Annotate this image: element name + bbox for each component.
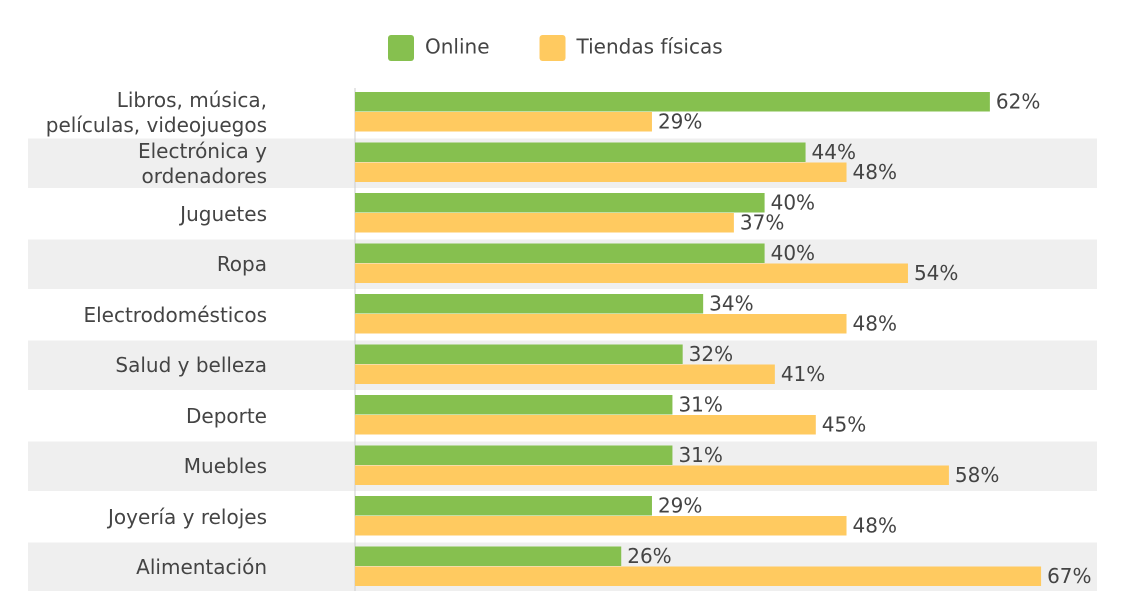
legend-swatch [539,35,566,61]
category-label: Electrónica y ordenadores [137,138,267,188]
bar [355,395,673,415]
value-label: 40% [771,241,815,265]
bar [355,496,652,516]
bar [355,364,775,384]
value-label: 54% [914,261,958,285]
bar [355,445,673,465]
value-label: 37% [740,210,784,234]
bar [355,465,949,485]
value-label: 67% [1047,564,1091,588]
value-label: 32% [689,342,733,366]
bar [355,546,622,566]
value-label: 29% [658,109,702,133]
value-label: 40% [771,190,815,214]
bar [355,112,652,132]
bar [355,314,847,334]
value-label: 48% [853,160,897,184]
value-label: 58% [955,463,999,487]
category-label: Deporte [185,403,267,428]
bar [355,566,1042,586]
value-label: 45% [822,412,866,436]
bar [355,213,734,233]
value-label: 41% [781,362,825,386]
value-label: 62% [996,89,1040,113]
category-label: Muebles [183,454,267,478]
bar [355,162,847,182]
value-label: 31% [678,443,722,467]
bar [355,193,765,213]
category-label: Salud y belleza [115,353,267,377]
legend-swatch [388,35,414,61]
category-label: Ropa [216,252,267,276]
category-label: Electrodomésticos [83,302,267,327]
bar [355,263,908,283]
bar [355,92,990,112]
bar [355,142,806,162]
bar [355,516,847,536]
bar [355,344,683,364]
bar [355,243,765,263]
value-label: 31% [678,392,722,416]
category-label: Juguetes [180,201,267,226]
legend-label: Tiendas físicas [576,35,723,59]
value-label: 48% [853,311,897,335]
value-label: 26% [627,544,671,568]
legend-label: Online [425,35,490,59]
value-label: 48% [853,513,897,537]
bar [355,415,816,435]
value-label: 44% [812,140,856,164]
bar [355,294,704,314]
category-label: Joyería y relojes [107,504,267,529]
value-label: 34% [709,291,753,315]
value-label: 29% [658,493,702,517]
category-label: Alimentación [136,555,267,579]
category-label: Libros, música, películas, videojuegos [45,88,267,137]
